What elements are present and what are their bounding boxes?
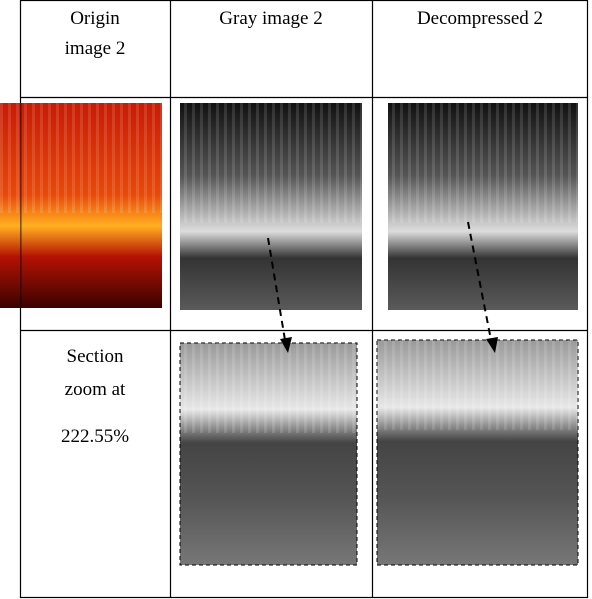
header-cell: Origin image 2 [20, 8, 170, 60]
zoom-label: zoom at [20, 379, 170, 401]
decompressed-image [388, 103, 578, 310]
gray-image [180, 103, 362, 310]
gray-zoom-image [180, 343, 357, 565]
header-line: Origin [20, 8, 170, 30]
header-line: image 2 [20, 38, 170, 60]
zoom-label: 222.55% [20, 426, 170, 448]
zoom-label: Section [20, 346, 170, 368]
header-cell: Decompressed 2 [372, 8, 588, 30]
page: Origin image 2 Gray image 2 Decompressed… [0, 0, 592, 599]
decompressed-zoom-image [377, 340, 578, 565]
figure-table [0, 0, 592, 599]
header-cell: Gray image 2 [170, 8, 372, 30]
origin-image [0, 103, 162, 308]
